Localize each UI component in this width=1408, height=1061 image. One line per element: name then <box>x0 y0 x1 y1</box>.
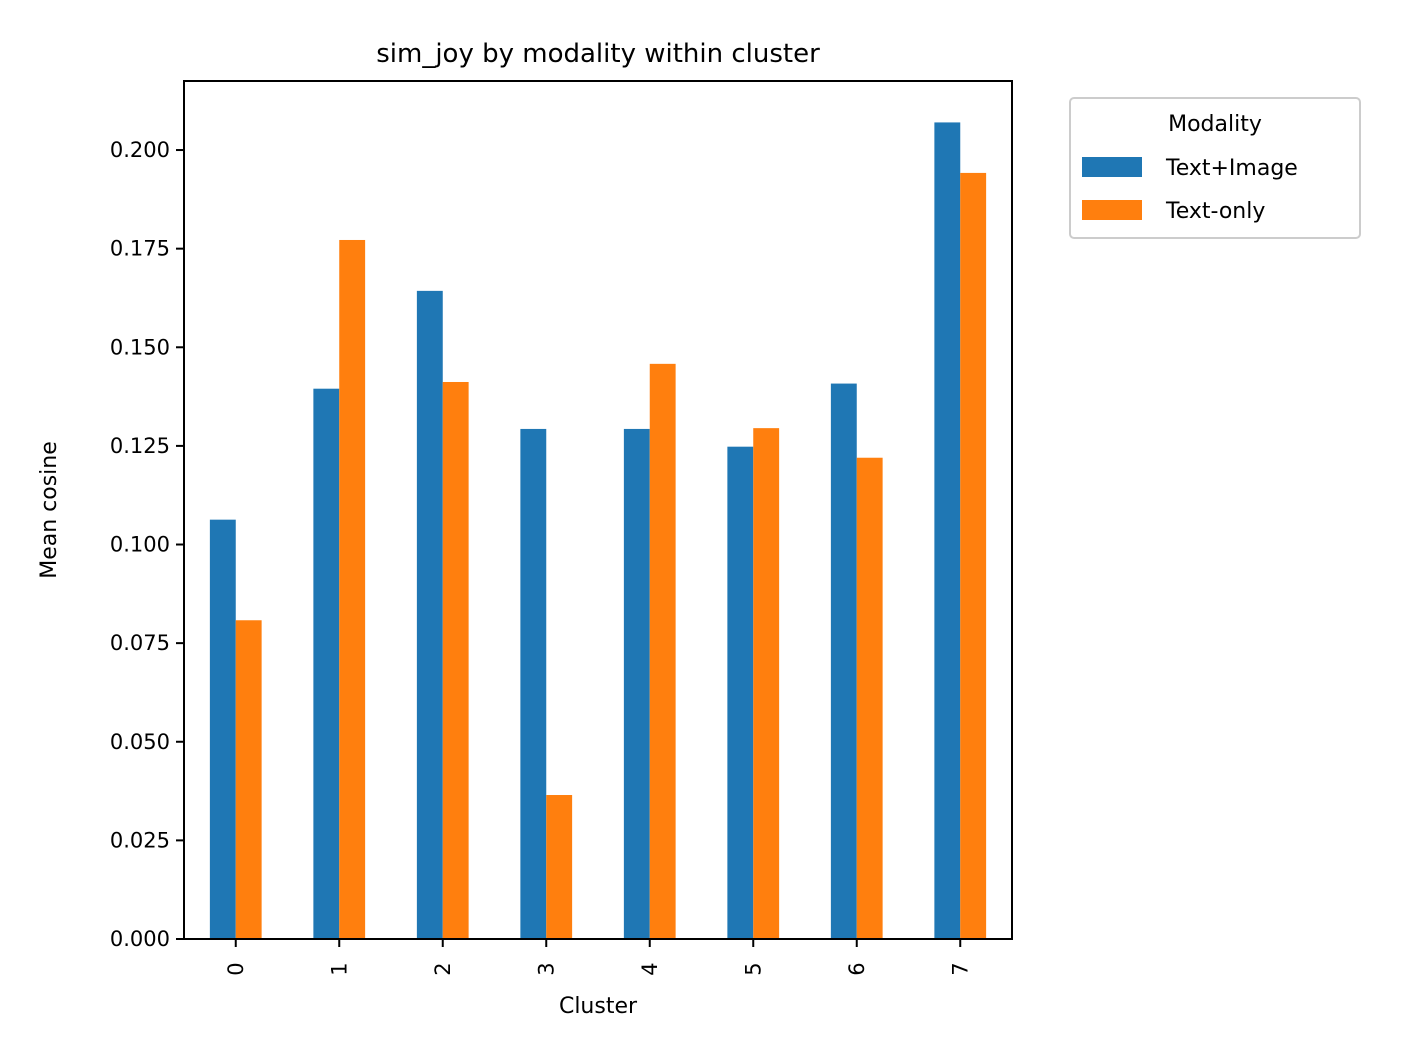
legend-label-0: Text+Image <box>1165 156 1298 181</box>
legend-frame <box>1069 97 1361 239</box>
y-tick-label: 0.100 <box>110 533 170 557</box>
bar-text-only-cluster-6 <box>856 457 883 939</box>
x-tick-label: 6 <box>845 962 869 975</box>
x-tick-label: 0 <box>224 962 248 975</box>
bar-text-only-cluster-2 <box>442 381 469 939</box>
y-tick-label: 0.175 <box>110 237 170 261</box>
axes-frame <box>183 80 1013 940</box>
bar-text-image-cluster-3 <box>520 428 547 939</box>
y-tick-label: 0.150 <box>110 335 170 359</box>
chart-title: sim_joy by modality within cluster <box>376 39 820 69</box>
x-tick-label: 3 <box>534 962 558 975</box>
bar-text-only-cluster-5 <box>753 428 780 939</box>
bar-text-only-cluster-4 <box>649 363 676 940</box>
x-tick-label: 2 <box>431 962 455 975</box>
bar-text-image-cluster-1 <box>313 388 340 940</box>
x-axis-label: Cluster <box>559 994 638 1019</box>
x-tick-label: 5 <box>741 962 765 975</box>
legend-title: Modality <box>1168 112 1262 137</box>
y-tick-label: 0.050 <box>110 730 170 754</box>
legend-label-1: Text-only <box>1165 199 1265 224</box>
y-tick-label: 0.125 <box>110 434 170 458</box>
bar-text-image-cluster-4 <box>623 428 650 939</box>
bar-text-only-cluster-1 <box>339 239 366 939</box>
y-axis-label: Mean cosine <box>37 441 62 579</box>
bar-text-only-cluster-3 <box>546 795 573 939</box>
y-tick-label: 0.200 <box>110 138 170 162</box>
bar-text-image-cluster-7 <box>934 122 961 939</box>
legend-swatch-1 <box>1082 200 1142 220</box>
legend: Modality Text+Image Text-only <box>1069 97 1361 239</box>
legend-items: Text+Image Text-only <box>1082 156 1298 224</box>
bar-text-image-cluster-0 <box>209 519 236 939</box>
bar-text-only-cluster-0 <box>235 620 262 939</box>
y-tick-label: 0.000 <box>110 927 170 951</box>
bar-text-only-cluster-7 <box>960 172 987 939</box>
x-tick-label: 7 <box>948 962 972 975</box>
bar-text-image-cluster-5 <box>727 446 754 939</box>
y-tick-label: 0.025 <box>110 828 170 852</box>
y-tick-label: 0.075 <box>110 631 170 655</box>
plot-area: 0.000 0.025 0.050 0.075 0.100 0.125 0.150 0.175… <box>110 80 1013 976</box>
bar-text-image-cluster-2 <box>416 290 443 939</box>
legend-swatch-0 <box>1082 157 1142 177</box>
bar-text-image-cluster-6 <box>830 383 857 940</box>
x-tick-label: 1 <box>327 962 351 975</box>
x-tick-label: 4 <box>638 962 662 975</box>
